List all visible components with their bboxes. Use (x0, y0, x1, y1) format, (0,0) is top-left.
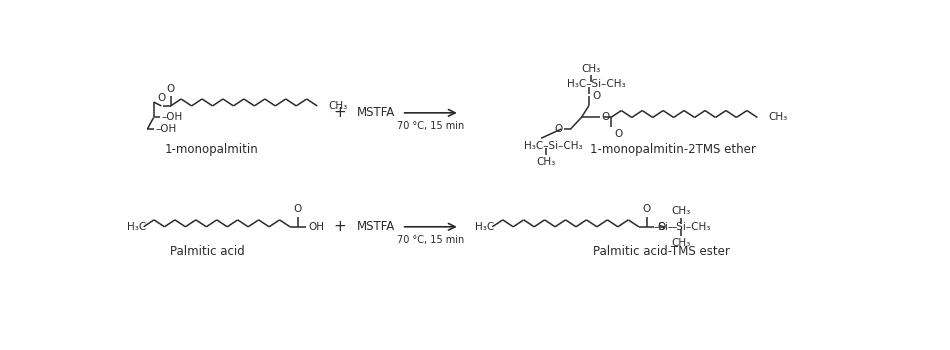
Text: CH₃: CH₃ (581, 64, 600, 74)
Text: MSTFA: MSTFA (357, 106, 395, 119)
Text: H₃C: H₃C (126, 222, 145, 232)
Text: O: O (592, 91, 600, 101)
Text: OH: OH (309, 222, 325, 232)
Text: +: + (333, 219, 346, 234)
Text: Palmitic acid: Palmitic acid (170, 245, 245, 258)
Text: CH₃: CH₃ (328, 101, 348, 111)
Text: CH₃: CH₃ (671, 238, 691, 247)
Text: 1-monopalmitin: 1-monopalmitin (165, 143, 258, 156)
Text: H₃C–Si–CH₃: H₃C–Si–CH₃ (567, 79, 626, 89)
Text: Palmitic acid-TMS ester: Palmitic acid-TMS ester (593, 245, 730, 258)
Text: MSTFA: MSTFA (357, 220, 395, 233)
Text: 70 °C, 15 min: 70 °C, 15 min (397, 235, 464, 245)
Text: –OH: –OH (155, 124, 177, 134)
Text: O: O (294, 204, 302, 215)
Text: –OH: –OH (162, 112, 182, 122)
Text: CH₃: CH₃ (769, 112, 788, 122)
Text: CH₃: CH₃ (536, 157, 556, 167)
Text: O: O (158, 93, 165, 103)
Text: –Si–: –Si– (654, 222, 674, 232)
Text: –Si–CH₃: –Si–CH₃ (672, 222, 711, 232)
Text: 1-monopalmitin-2TMS ether: 1-monopalmitin-2TMS ether (590, 143, 756, 156)
Text: O: O (642, 204, 651, 215)
Text: O: O (614, 129, 622, 139)
Text: H₃C–Si–CH₃: H₃C–Si–CH₃ (524, 141, 582, 151)
Text: CH₃: CH₃ (671, 206, 691, 216)
Text: O: O (555, 124, 562, 134)
Text: O: O (601, 112, 610, 122)
Text: 70 °C, 15 min: 70 °C, 15 min (397, 120, 464, 131)
Text: O: O (657, 222, 666, 232)
Text: H₃C: H₃C (475, 222, 495, 232)
Text: +: + (333, 105, 346, 120)
Text: O: O (166, 84, 175, 93)
